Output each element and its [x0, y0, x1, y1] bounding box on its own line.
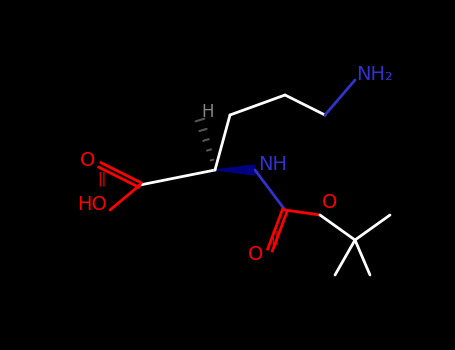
Text: O: O: [81, 150, 96, 169]
Text: HO: HO: [77, 196, 107, 215]
Text: O: O: [322, 194, 338, 212]
Text: NH: NH: [258, 155, 288, 175]
Polygon shape: [215, 165, 255, 175]
Text: ||: ||: [270, 231, 280, 245]
Text: ||: ||: [97, 172, 106, 186]
Text: H: H: [202, 103, 214, 121]
Text: O: O: [248, 245, 264, 265]
Text: NH₂: NH₂: [357, 65, 394, 84]
